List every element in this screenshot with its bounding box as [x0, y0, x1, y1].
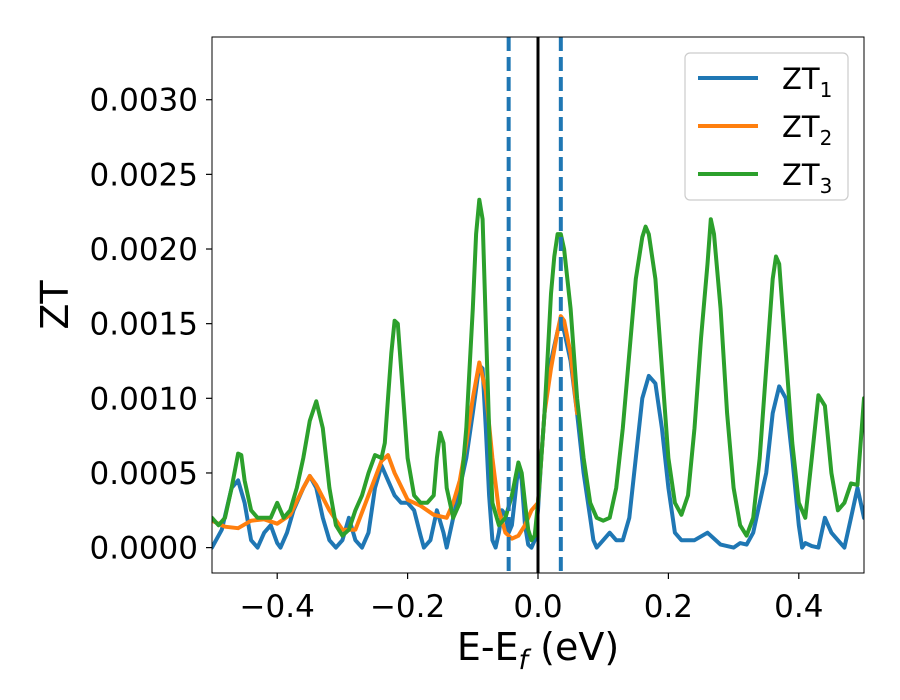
- y-tick-label: 0.0025: [90, 157, 198, 193]
- y-axis-label: ZT: [33, 280, 77, 330]
- y-axis: 0.0000 0.0005 0.0010 0.0015 0.0020 0.0025 0.00…: [90, 83, 212, 567]
- y-tick-label: 0.0015: [90, 307, 198, 343]
- x-axis: −0.4 −0.2 0.0 0.2 0.4: [240, 573, 823, 625]
- y-tick-label: 0.0010: [90, 381, 198, 417]
- y-tick-label: 0.0000: [90, 531, 198, 567]
- y-tick-label: 0.0030: [90, 83, 198, 119]
- x-tick-label: −0.2: [370, 589, 445, 625]
- y-tick-label: 0.0020: [90, 232, 198, 268]
- x-tick-label: 0.4: [774, 589, 823, 625]
- x-tick-label: −0.4: [240, 589, 315, 625]
- series-line-3: [212, 197, 864, 543]
- plot-area: [212, 37, 864, 573]
- x-axis-label: E-Ef (eV): [457, 625, 619, 676]
- legend-box: [684, 52, 849, 201]
- x-tick-label: 0.2: [644, 589, 693, 625]
- y-tick-label: 0.0005: [90, 456, 198, 492]
- x-tick-label: 0.0: [513, 589, 562, 625]
